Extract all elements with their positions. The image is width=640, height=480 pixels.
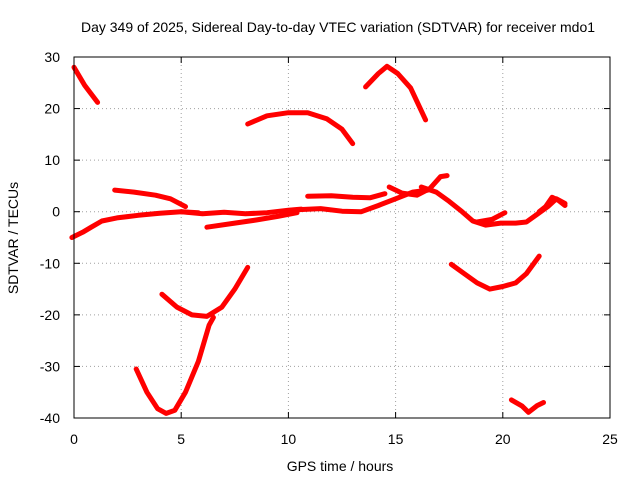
series-line-15 <box>448 253 542 292</box>
ticks <box>73 56 611 419</box>
series-line-11 <box>363 63 429 123</box>
series-line-6 <box>178 206 304 217</box>
x-tick-labels: 0 5 10 15 20 25 <box>70 431 618 447</box>
y-tick-label: -30 <box>40 358 60 374</box>
x-axis-label: GPS time / hours <box>287 458 394 474</box>
y-tick-label: 10 <box>44 152 60 168</box>
y-tick-labels: 30 20 10 0 -10 -20 -30 -40 <box>40 49 60 426</box>
series-line-1 <box>71 64 101 105</box>
series-line-8 <box>245 110 356 147</box>
y-tick-label: -10 <box>40 255 60 271</box>
y-axis-label: SDTVAR / TECUs <box>5 182 21 294</box>
series-line-4 <box>133 314 216 416</box>
plot-frame <box>73 56 611 419</box>
series-line-17 <box>536 194 568 215</box>
series-line-16 <box>508 397 546 415</box>
series-line-2 <box>69 209 201 240</box>
x-tick-label: 10 <box>281 431 297 447</box>
x-tick-label: 25 <box>602 431 618 447</box>
series-line-3 <box>112 187 188 210</box>
x-tick-label: 20 <box>495 431 511 447</box>
grid <box>74 57 610 418</box>
chart-title: Day 349 of 2025, Sidereal Day-to-day VTE… <box>81 19 595 35</box>
x-tick-label: 15 <box>388 431 404 447</box>
series-line-10 <box>305 191 388 201</box>
y-tick-label: 20 <box>44 101 60 117</box>
series-line-5 <box>159 264 251 319</box>
x-tick-label: 5 <box>177 431 185 447</box>
y-tick-label: 30 <box>44 49 60 65</box>
series-line-14 <box>474 210 508 225</box>
series-line-7 <box>204 210 300 230</box>
x-tick-label: 0 <box>70 431 78 447</box>
series-layer <box>69 63 568 416</box>
series-line-12 <box>386 173 450 198</box>
y-tick-label: -40 <box>40 410 60 426</box>
y-tick-label: 0 <box>52 204 60 220</box>
y-tick-label: -20 <box>40 307 60 323</box>
